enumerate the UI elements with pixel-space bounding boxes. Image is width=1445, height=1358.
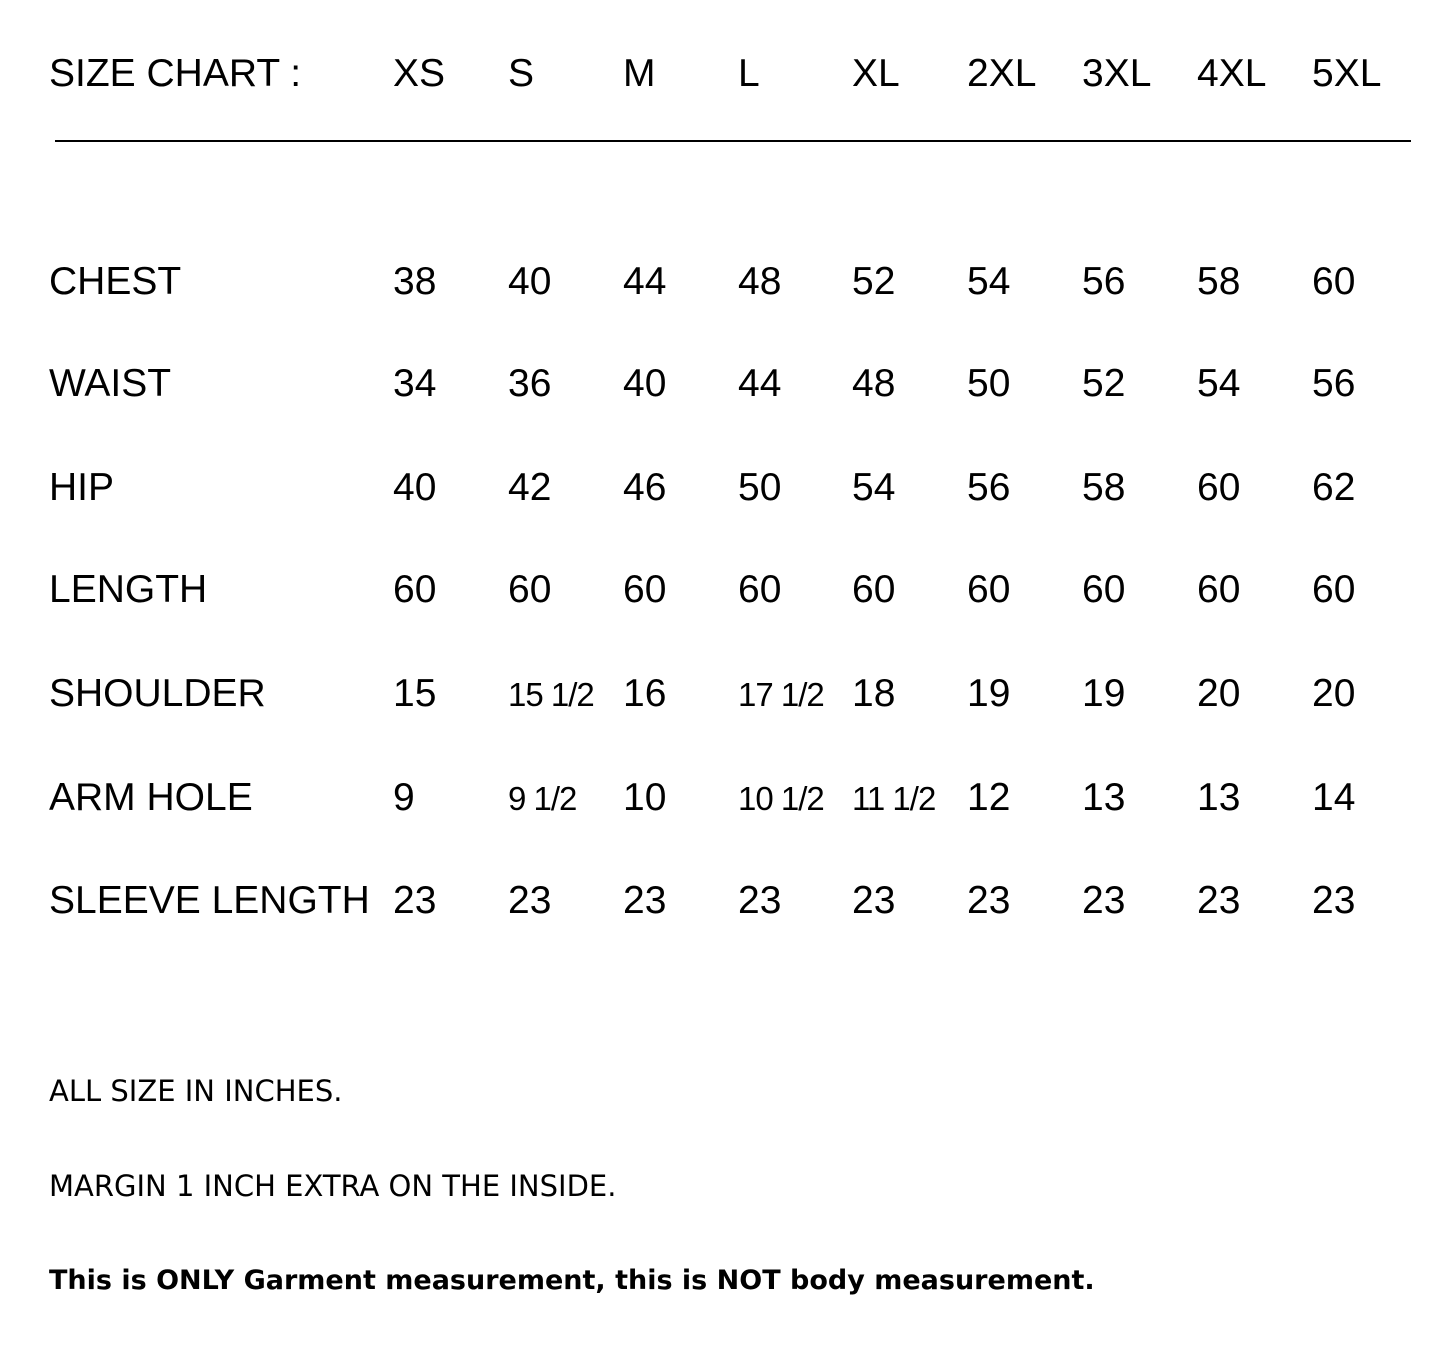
table-cell: 13: [1197, 776, 1241, 819]
row-label: WAIST: [49, 362, 172, 405]
size-header-5xl: 5XL: [1312, 52, 1382, 95]
table-cell: 56: [1312, 362, 1356, 405]
table-cell: 23: [738, 879, 782, 922]
table-cell: 15: [393, 672, 437, 715]
table-cell: 62: [1312, 466, 1356, 509]
table-cell: 18: [852, 672, 896, 715]
table-cell: 19: [967, 672, 1011, 715]
row-label: SHOULDER: [49, 672, 266, 715]
table-cell: 9 1/2: [508, 780, 577, 817]
row-label: LENGTH: [49, 568, 208, 611]
table-cell: 50: [967, 362, 1011, 405]
size-header-2xl: 2XL: [967, 52, 1037, 95]
table-cell: 54: [852, 466, 896, 509]
size-header-xl: XL: [852, 52, 900, 95]
table-cell: 48: [738, 260, 782, 303]
table-cell: 23: [623, 879, 667, 922]
row-label: SLEEVE LENGTH: [49, 879, 370, 922]
row-label: CHEST: [49, 260, 182, 303]
table-cell: 9: [393, 776, 415, 819]
table-cell: 40: [623, 362, 667, 405]
table-cell: 60: [1312, 568, 1356, 611]
table-cell: 11 1/2: [852, 780, 936, 817]
header-divider: [55, 140, 1411, 142]
garment-disclaimer: This is ONLY Garment measurement, this i…: [49, 1265, 1095, 1296]
size-header-xs: XS: [393, 52, 446, 95]
table-cell: 15 1/2: [508, 676, 595, 713]
size-chart-title: SIZE CHART :: [49, 52, 302, 95]
table-cell: 23: [508, 879, 552, 922]
table-cell: 52: [1082, 362, 1126, 405]
table-cell: 60: [1312, 260, 1356, 303]
table-cell: 19: [1082, 672, 1126, 715]
table-cell: 14: [1312, 776, 1356, 819]
table-cell: 60: [1197, 568, 1241, 611]
table-cell: 42: [508, 466, 552, 509]
table-cell: 46: [623, 466, 667, 509]
table-cell: 10: [623, 776, 667, 819]
table-cell: 20: [1312, 672, 1356, 715]
table-cell: 23: [852, 879, 896, 922]
units-note: ALL SIZE IN INCHES.: [49, 1074, 343, 1108]
size-header-m: M: [623, 52, 656, 95]
table-cell: 60: [508, 568, 552, 611]
table-cell: 40: [393, 466, 437, 509]
table-cell: 48: [852, 362, 896, 405]
table-cell: 44: [738, 362, 782, 405]
table-cell: 58: [1082, 466, 1126, 509]
table-cell: 50: [738, 466, 782, 509]
size-header-l: L: [738, 52, 760, 95]
table-cell: 60: [1082, 568, 1126, 611]
table-cell: 23: [1082, 879, 1126, 922]
size-header-3xl: 3XL: [1082, 52, 1152, 95]
table-cell: 58: [1197, 260, 1241, 303]
table-cell: 12: [967, 776, 1011, 819]
table-cell: 23: [967, 879, 1011, 922]
table-cell: 60: [393, 568, 437, 611]
table-cell: 20: [1197, 672, 1241, 715]
table-cell: 16: [623, 672, 667, 715]
table-cell: 54: [1197, 362, 1241, 405]
table-cell: 17 1/2: [738, 676, 825, 713]
table-cell: 56: [967, 466, 1011, 509]
margin-note: MARGIN 1 INCH EXTRA ON THE INSIDE.: [49, 1169, 617, 1203]
table-cell: 23: [1312, 879, 1356, 922]
table-cell: 40: [508, 260, 552, 303]
table-cell: 10 1/2: [738, 780, 825, 817]
table-cell: 13: [1082, 776, 1126, 819]
table-cell: 52: [852, 260, 896, 303]
table-cell: 60: [738, 568, 782, 611]
table-cell: 23: [1197, 879, 1241, 922]
table-cell: 60: [1197, 466, 1241, 509]
table-cell: 34: [393, 362, 437, 405]
table-cell: 60: [967, 568, 1011, 611]
row-label: HIP: [49, 466, 115, 509]
table-cell: 36: [508, 362, 552, 405]
table-cell: 44: [623, 260, 667, 303]
table-cell: 56: [1082, 260, 1126, 303]
size-header-s: S: [508, 52, 535, 95]
size-header-4xl: 4XL: [1197, 52, 1267, 95]
table-cell: 60: [852, 568, 896, 611]
table-cell: 54: [967, 260, 1011, 303]
table-cell: 38: [393, 260, 437, 303]
table-cell: 60: [623, 568, 667, 611]
table-cell: 23: [393, 879, 437, 922]
row-label: ARM HOLE: [49, 776, 253, 819]
